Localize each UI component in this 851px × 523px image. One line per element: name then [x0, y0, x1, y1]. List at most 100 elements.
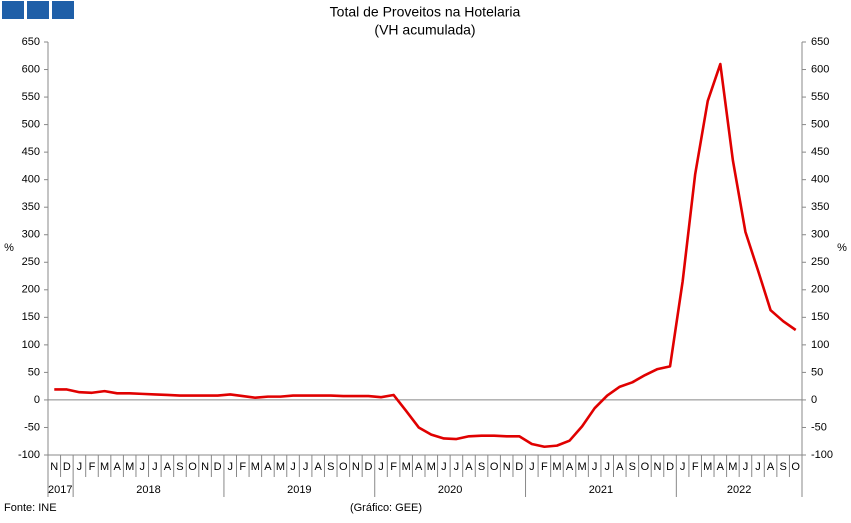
- x-tick-label: D: [364, 461, 372, 473]
- y-tick-label: 550: [22, 91, 40, 103]
- x-tick-label: M: [577, 461, 586, 473]
- y2-tick-label: 550: [811, 91, 829, 103]
- x-tick-label: O: [641, 461, 650, 473]
- x-tick-label: A: [767, 461, 775, 473]
- x-tick-label: J: [303, 461, 309, 473]
- x-tick-label: N: [50, 461, 58, 473]
- x-tick-label: A: [566, 461, 574, 473]
- year-label: 2021: [589, 484, 613, 496]
- y2-tick-label: 250: [811, 256, 829, 268]
- x-tick-label: N: [654, 461, 662, 473]
- logo-block: [27, 1, 49, 19]
- y-tick-label: 150: [22, 311, 40, 323]
- y2-tick-label: 200: [811, 284, 829, 296]
- x-tick-label: D: [515, 461, 523, 473]
- x-tick-label: F: [239, 461, 246, 473]
- y2-tick-label: 500: [811, 119, 829, 131]
- y-tick-label: 50: [28, 366, 40, 378]
- x-tick-label: N: [201, 461, 209, 473]
- year-label: 2022: [727, 484, 751, 496]
- x-tick-label: J: [755, 461, 761, 473]
- y-tick-label: 400: [22, 174, 40, 186]
- x-tick-label: O: [188, 461, 197, 473]
- x-tick-label: M: [427, 461, 436, 473]
- x-tick-label: J: [680, 461, 686, 473]
- x-tick-label: A: [415, 461, 423, 473]
- x-tick-label: J: [743, 461, 749, 473]
- x-tick-label: M: [552, 461, 561, 473]
- y2-tick-label: 600: [811, 63, 829, 75]
- year-label: 2020: [438, 484, 462, 496]
- x-tick-label: M: [100, 461, 109, 473]
- y-tick-label: 350: [22, 201, 40, 213]
- y-axis-label: %: [4, 242, 14, 254]
- x-tick-label: J: [529, 461, 535, 473]
- x-tick-label: J: [77, 461, 83, 473]
- x-tick-label: J: [290, 461, 296, 473]
- y-tick-label: 500: [22, 119, 40, 131]
- x-tick-label: M: [703, 461, 712, 473]
- y2-tick-label: -50: [811, 421, 827, 433]
- x-tick-label: S: [176, 461, 183, 473]
- x-tick-label: M: [251, 461, 260, 473]
- y-tick-label: 100: [22, 339, 40, 351]
- x-tick-label: A: [315, 461, 323, 473]
- x-tick-label: S: [327, 461, 334, 473]
- y-tick-label: -100: [18, 449, 40, 461]
- y-tick-label: 300: [22, 229, 40, 241]
- x-tick-label: F: [541, 461, 548, 473]
- x-tick-label: M: [402, 461, 411, 473]
- x-tick-label: J: [454, 461, 460, 473]
- year-label: 2017: [48, 484, 72, 496]
- x-tick-label: F: [692, 461, 699, 473]
- x-tick-label: O: [490, 461, 499, 473]
- x-tick-label: O: [791, 461, 800, 473]
- y-tick-label: 0: [34, 394, 40, 406]
- y2-axis-label: %: [837, 242, 847, 254]
- y2-tick-label: 450: [811, 146, 829, 158]
- credit: (Gráfico: GEE): [350, 502, 422, 514]
- data-line: [54, 62, 797, 449]
- x-tick-label: J: [441, 461, 447, 473]
- x-tick-label: A: [616, 461, 624, 473]
- x-tick-label: N: [352, 461, 360, 473]
- x-tick-label: J: [592, 461, 598, 473]
- x-tick-label: A: [465, 461, 473, 473]
- x-tick-label: D: [63, 461, 71, 473]
- y-tick-label: 600: [22, 63, 40, 75]
- x-tick-label: A: [113, 461, 121, 473]
- x-tick-label: J: [378, 461, 384, 473]
- x-tick-label: O: [339, 461, 348, 473]
- y2-tick-label: 350: [811, 201, 829, 213]
- x-tick-label: F: [89, 461, 96, 473]
- x-tick-label: D: [214, 461, 222, 473]
- y-tick-label: 250: [22, 256, 40, 268]
- logo-block: [52, 1, 74, 19]
- x-tick-label: N: [503, 461, 511, 473]
- y2-tick-label: 400: [811, 174, 829, 186]
- y2-tick-label: 0: [811, 394, 817, 406]
- y-tick-label: -50: [24, 421, 40, 433]
- x-tick-label: J: [140, 461, 146, 473]
- x-tick-label: A: [164, 461, 172, 473]
- chart-subtitle: (VH acumulada): [374, 22, 475, 38]
- x-tick-label: J: [604, 461, 610, 473]
- x-tick-label: J: [227, 461, 233, 473]
- y2-tick-label: 50: [811, 366, 823, 378]
- y-tick-label: 200: [22, 284, 40, 296]
- x-tick-label: A: [717, 461, 725, 473]
- y-tick-label: 650: [22, 36, 40, 48]
- x-tick-label: F: [390, 461, 397, 473]
- y2-tick-label: 650: [811, 36, 829, 48]
- year-label: 2019: [287, 484, 311, 496]
- y2-tick-label: -100: [811, 449, 833, 461]
- x-tick-label: A: [264, 461, 272, 473]
- x-tick-label: J: [152, 461, 158, 473]
- y-tick-label: 450: [22, 146, 40, 158]
- chart-title: Total de Proveitos na Hotelaria: [330, 4, 521, 20]
- y2-tick-label: 150: [811, 311, 829, 323]
- y2-tick-label: 300: [811, 229, 829, 241]
- y2-tick-label: 100: [811, 339, 829, 351]
- x-tick-label: S: [629, 461, 636, 473]
